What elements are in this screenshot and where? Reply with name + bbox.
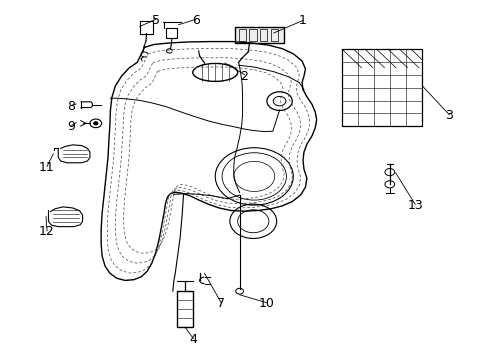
Bar — [166, 28, 177, 39]
Text: 1: 1 — [299, 14, 306, 27]
Text: 3: 3 — [445, 109, 452, 122]
Bar — [234, 27, 283, 43]
Text: 10: 10 — [258, 297, 274, 310]
Text: 2: 2 — [240, 69, 248, 82]
Bar — [260, 29, 267, 41]
Bar — [249, 29, 256, 41]
Text: 8: 8 — [67, 100, 75, 113]
Bar — [341, 49, 422, 126]
Bar — [238, 29, 245, 41]
Text: 4: 4 — [189, 333, 197, 346]
Text: 9: 9 — [67, 120, 75, 133]
Text: 11: 11 — [39, 161, 55, 174]
Text: 7: 7 — [217, 297, 224, 310]
Bar — [140, 21, 153, 34]
Text: 5: 5 — [151, 14, 160, 27]
Bar — [270, 29, 278, 41]
Bar — [177, 291, 192, 327]
Circle shape — [94, 122, 98, 125]
Text: 6: 6 — [191, 14, 199, 27]
Text: 12: 12 — [39, 225, 55, 238]
Text: 13: 13 — [407, 199, 422, 212]
